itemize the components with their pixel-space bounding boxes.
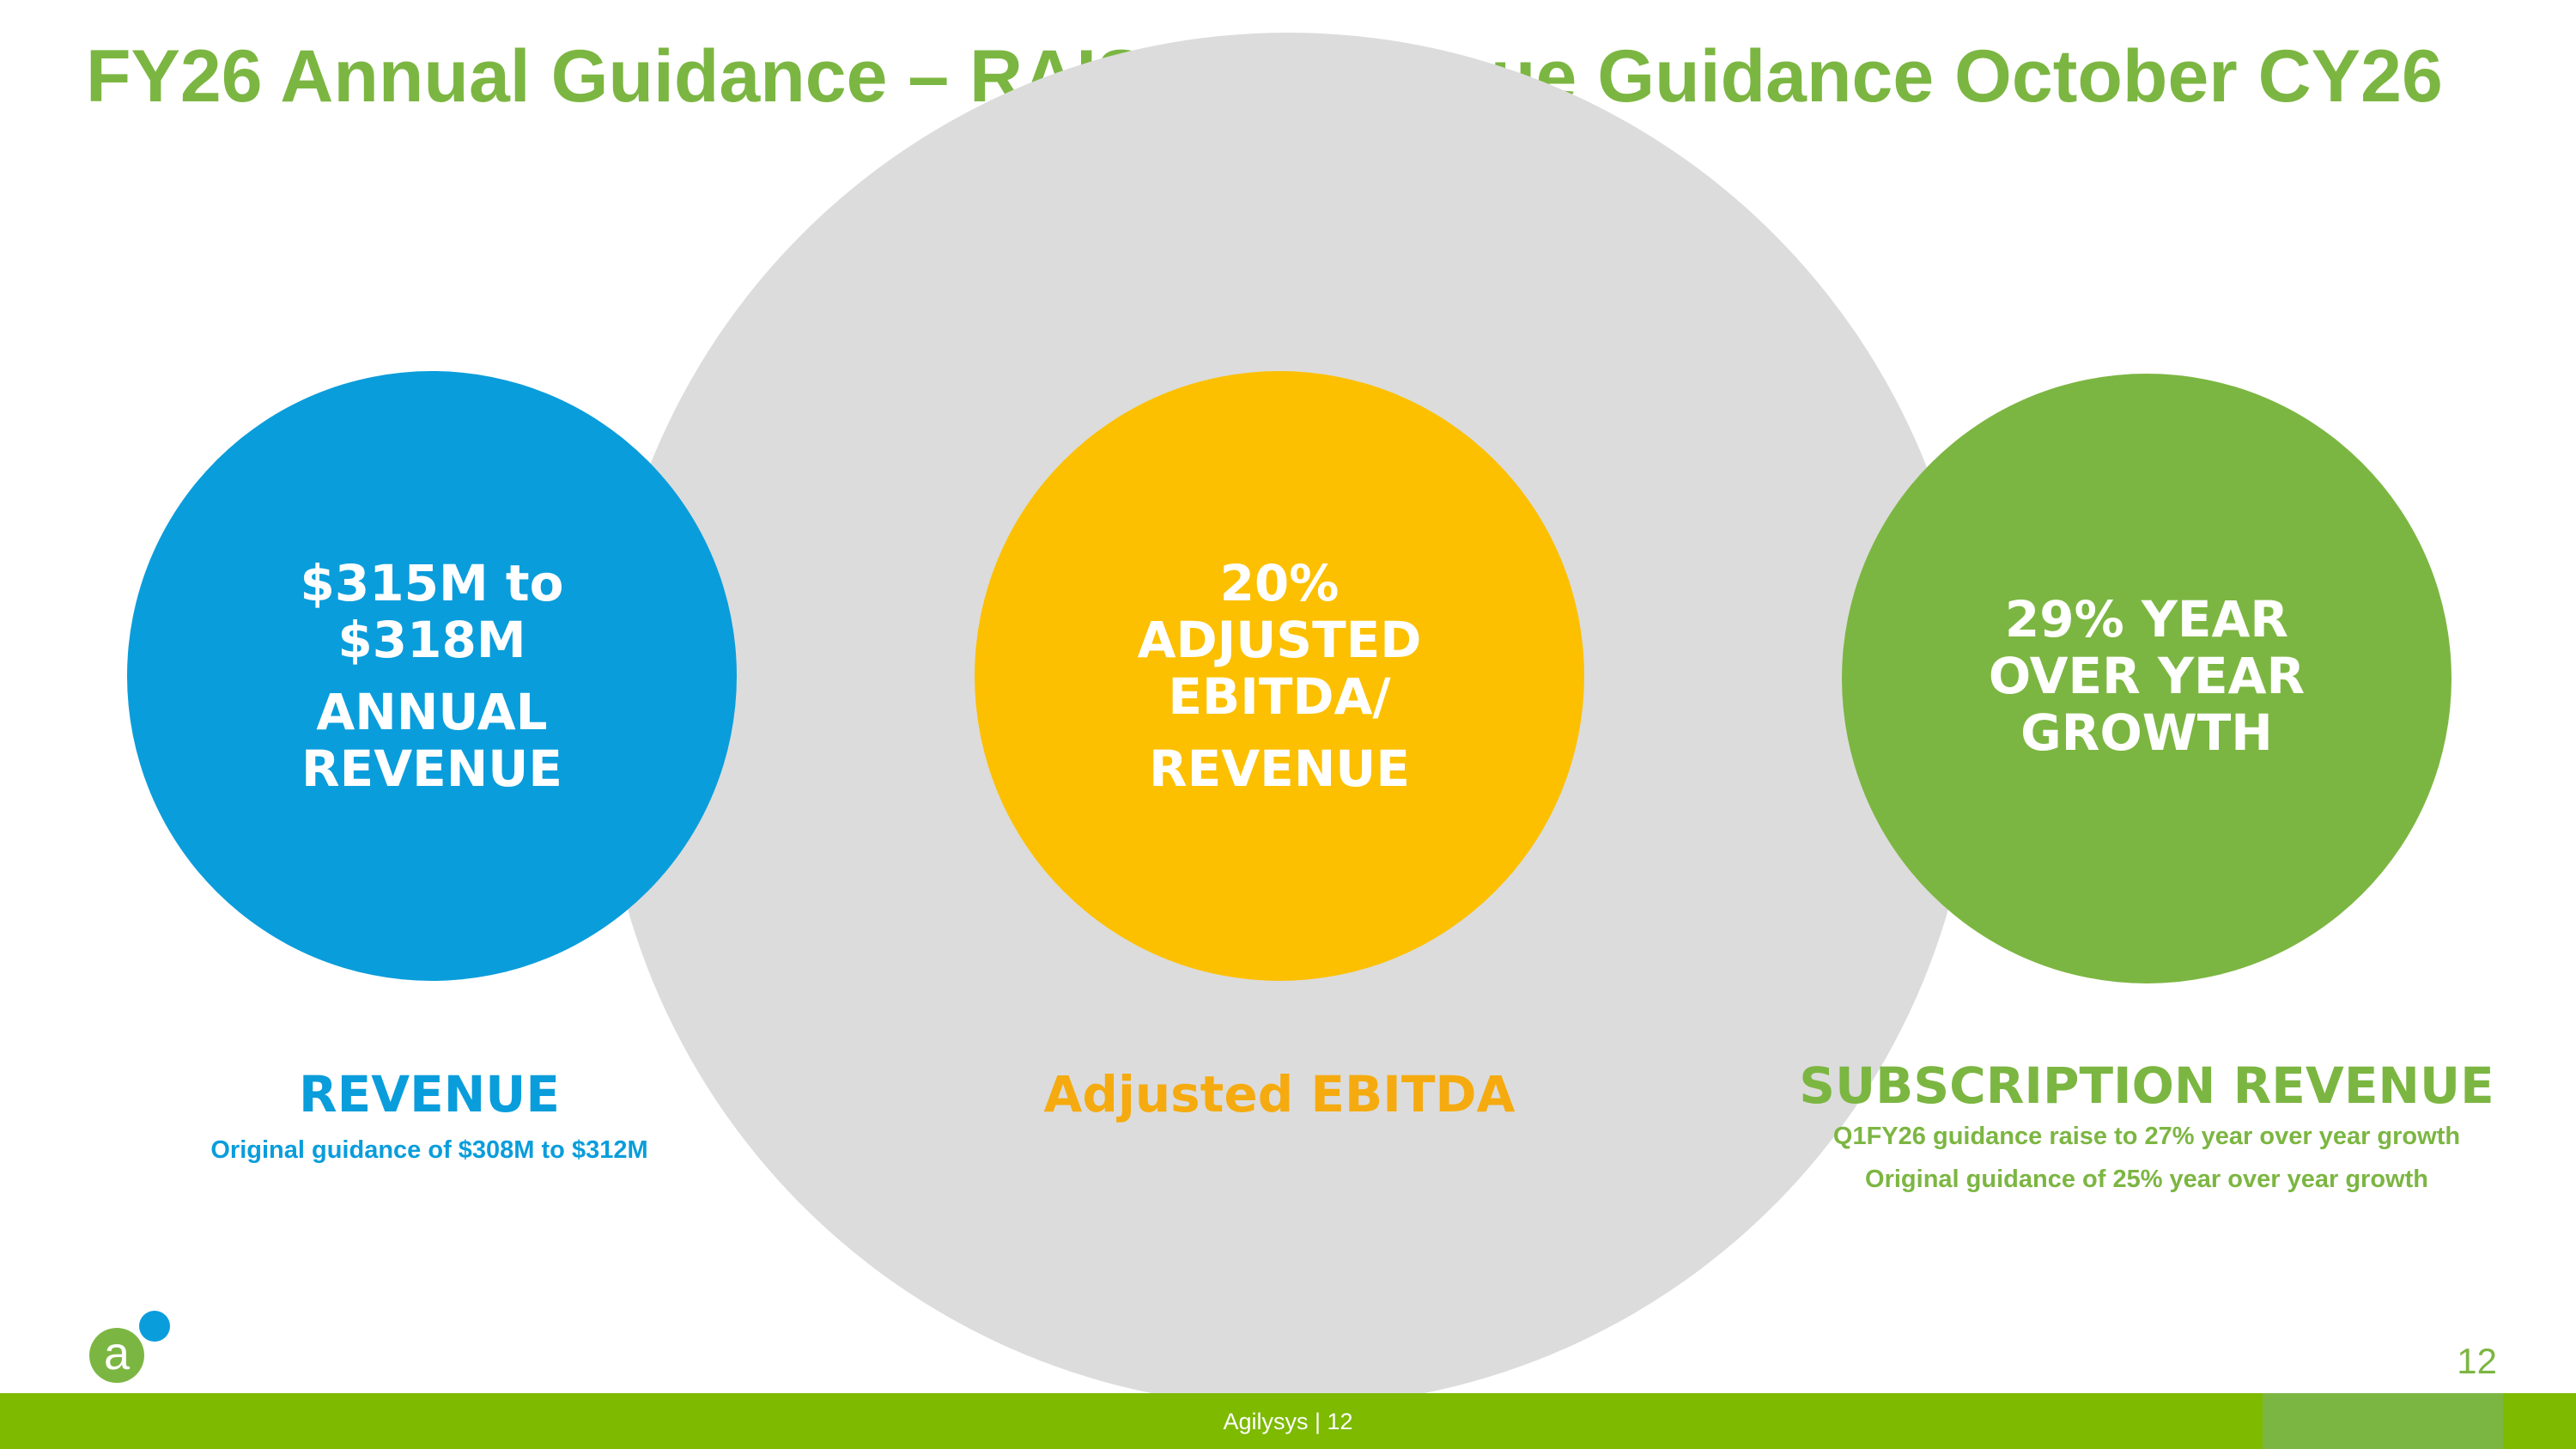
revenue-caption: REVENUE Original guidance of $308M to $3… [129, 1065, 730, 1172]
ebitda-caption-heading: Adjusted EBITDA [1043, 1065, 1516, 1123]
footer-accent-block [2263, 1393, 2503, 1449]
ebitda-label-line-2: EBITDA/ [1168, 667, 1391, 726]
revenue-label-line-2: REVENUE [301, 740, 563, 798]
ebitda-value: 20% [1219, 554, 1340, 612]
ebitda-caption: Adjusted EBITDA [962, 1065, 1597, 1123]
page-number: 12 [2457, 1341, 2497, 1381]
ebitda-circle: 20% ADJUSTED EBITDA/ REVENUE [975, 371, 1584, 981]
revenue-caption-heading: REVENUE [298, 1065, 561, 1123]
revenue-circle: $315M to $318M ANNUAL REVENUE [127, 371, 737, 981]
logo-letter: a [89, 1328, 144, 1383]
subscription-circle: 29% YEAR OVER YEAR GROWTH [1842, 374, 2451, 983]
subscription-caption-note-2: Original guidance of 25% year over year … [1865, 1166, 2428, 1193]
logo-dot [139, 1311, 170, 1342]
subscription-line-3: GROWTH [2020, 703, 2273, 762]
revenue-value-line-2: $318M [337, 611, 526, 669]
agilysys-logo-icon: a [86, 1311, 172, 1388]
revenue-label-line-1: ANNUAL [316, 683, 548, 741]
ebitda-label-line-1: ADJUSTED [1137, 611, 1422, 669]
subscription-line-1: 29% YEAR [2004, 590, 2289, 648]
subscription-caption-note-1: Q1FY26 guidance raise to 27% year over y… [1832, 1123, 2461, 1150]
subscription-line-2: OVER YEAR [1988, 647, 2306, 705]
revenue-caption-note: Original guidance of $308M to $312M [210, 1136, 648, 1164]
ebitda-label-line-3: REVENUE [1148, 740, 1411, 798]
subscription-caption: SUBSCRIPTION REVENUE Q1FY26 guidance rai… [1760, 1056, 2533, 1201]
subscription-caption-heading: SUBSCRIPTION REVENUE [1799, 1056, 2494, 1115]
revenue-value-line-1: $315M to [300, 554, 564, 612]
footer-bar: Agilysys | 12 [0, 1393, 2576, 1449]
footer-text: Agilysys | 12 [1223, 1409, 1353, 1434]
